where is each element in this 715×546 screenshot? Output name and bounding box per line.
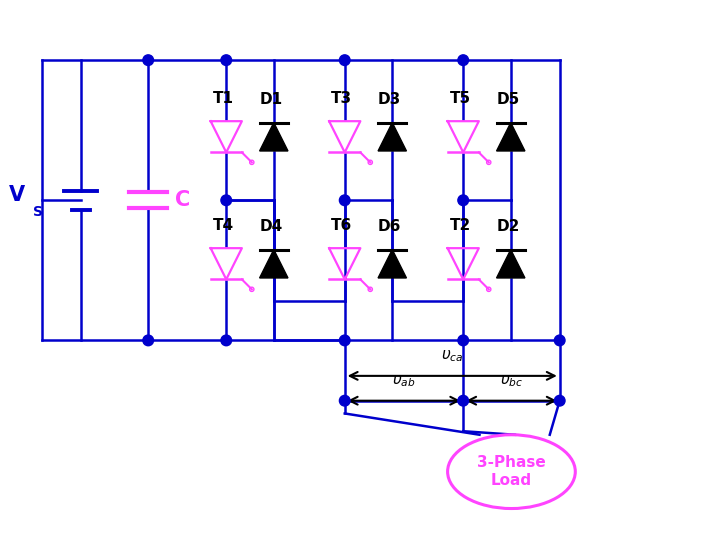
Text: T1: T1 — [213, 91, 234, 105]
Text: T4: T4 — [213, 217, 234, 233]
Circle shape — [221, 335, 232, 346]
Text: T5: T5 — [450, 91, 471, 105]
Text: D1: D1 — [260, 92, 282, 107]
Text: 3-Phase: 3-Phase — [477, 455, 546, 470]
Text: D3: D3 — [378, 92, 401, 107]
Circle shape — [143, 335, 154, 346]
Circle shape — [554, 395, 565, 406]
Circle shape — [340, 195, 350, 206]
Circle shape — [221, 55, 232, 66]
Circle shape — [458, 55, 468, 66]
Text: D5: D5 — [496, 92, 520, 107]
Text: $\upsilon_{bc}$: $\upsilon_{bc}$ — [500, 373, 523, 389]
Text: $\upsilon_{ab}$: $\upsilon_{ab}$ — [392, 373, 415, 389]
Text: T6: T6 — [331, 217, 352, 233]
Text: $\upsilon_{ca}$: $\upsilon_{ca}$ — [441, 348, 463, 364]
Polygon shape — [260, 123, 288, 151]
Circle shape — [554, 335, 565, 346]
Circle shape — [340, 55, 350, 66]
Polygon shape — [378, 250, 406, 278]
Text: D2: D2 — [496, 219, 520, 234]
Polygon shape — [260, 250, 288, 278]
Text: C: C — [175, 191, 190, 210]
Polygon shape — [378, 123, 406, 151]
Circle shape — [143, 55, 154, 66]
Circle shape — [340, 335, 350, 346]
Circle shape — [458, 195, 468, 206]
Polygon shape — [496, 250, 525, 278]
Text: T3: T3 — [331, 91, 352, 105]
Polygon shape — [496, 123, 525, 151]
Text: D6: D6 — [378, 219, 401, 234]
Text: T2: T2 — [450, 217, 471, 233]
Circle shape — [458, 395, 468, 406]
Text: D4: D4 — [260, 219, 282, 234]
Text: $\mathbf{S}$: $\mathbf{S}$ — [32, 205, 43, 218]
Circle shape — [221, 195, 232, 206]
Text: Load: Load — [491, 473, 532, 488]
Circle shape — [340, 395, 350, 406]
Text: $\mathbf{V}$: $\mathbf{V}$ — [9, 185, 26, 205]
Circle shape — [458, 335, 468, 346]
